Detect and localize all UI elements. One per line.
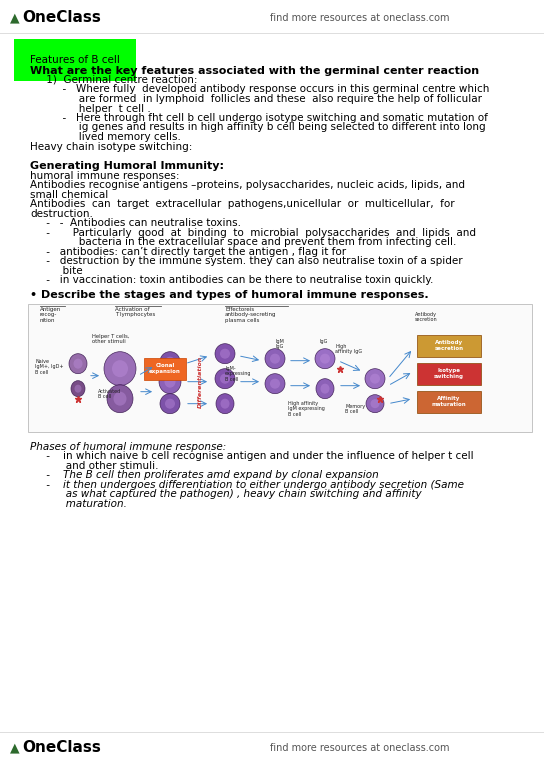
FancyBboxPatch shape (144, 358, 186, 380)
Text: • Describe the stages and types of humoral immune responses.: • Describe the stages and types of humor… (30, 290, 429, 300)
Text: and other stimuli.: and other stimuli. (30, 460, 158, 470)
Text: Generating Humoral Immunity:: Generating Humoral Immunity: (30, 162, 224, 172)
Text: find more resources at oneclass.com: find more resources at oneclass.com (270, 13, 449, 23)
Text: ig genes and results in high affinity b cell being selected to different into lo: ig genes and results in high affinity b … (30, 122, 486, 132)
Text: as what captured the pathogen) , heavy chain switching and affinity: as what captured the pathogen) , heavy c… (30, 489, 422, 499)
Text: find more resources at oneclass.com: find more resources at oneclass.com (270, 743, 449, 753)
Ellipse shape (165, 357, 175, 367)
Text: -   -  Antibodies can neutralise toxins.: - - Antibodies can neutralise toxins. (30, 219, 241, 229)
Text: ▲: ▲ (10, 12, 20, 25)
Ellipse shape (370, 373, 380, 383)
Ellipse shape (215, 369, 235, 389)
Text: -       Particularly  good  at  binding  to  microbial  polysaccharides  and  li: - Particularly good at binding to microb… (30, 228, 476, 238)
Text: -    it then undergoes differentiation to either undergo antibody secretion (Sam: - it then undergoes differentiation to e… (30, 480, 464, 490)
Text: OneClass: OneClass (22, 11, 101, 25)
Text: Antibody
secretion: Antibody secretion (435, 340, 463, 351)
Ellipse shape (366, 395, 384, 413)
Text: small chemical: small chemical (30, 190, 108, 200)
Text: Antibody
secretion: Antibody secretion (415, 312, 437, 323)
Text: lived memory cells.: lived memory cells. (30, 132, 181, 142)
Ellipse shape (107, 385, 133, 413)
Ellipse shape (159, 370, 181, 393)
Text: -   destruction by the immune system. they can also neutralise toxin of a spider: - destruction by the immune system. they… (30, 256, 462, 266)
Text: are formed  in lymphoid  follicles and these  also require the help of follicula: are formed in lymphoid follicles and the… (30, 94, 482, 104)
Text: Antibodies recognise antigens –proteins, polysaccharides, nucleic acids, lipids,: Antibodies recognise antigens –proteins,… (30, 180, 465, 190)
Ellipse shape (220, 373, 230, 383)
Text: maturation.: maturation. (30, 499, 127, 509)
Ellipse shape (320, 353, 330, 363)
Ellipse shape (365, 369, 385, 389)
Ellipse shape (69, 353, 87, 373)
Text: ▲: ▲ (10, 742, 20, 755)
Ellipse shape (270, 353, 280, 363)
Text: IgM-
expressing
B cell: IgM- expressing B cell (225, 366, 251, 382)
Ellipse shape (265, 349, 285, 369)
Text: Differentiation: Differentiation (197, 356, 202, 408)
Text: Phases of humoral immune response:: Phases of humoral immune response: (30, 442, 226, 452)
Ellipse shape (164, 376, 176, 387)
Ellipse shape (165, 399, 175, 409)
Text: OneClass: OneClass (22, 741, 101, 755)
Text: Affinity
maturation: Affinity maturation (432, 397, 466, 407)
Text: Antibodies  can  target  extracellular  pathogens,unicellular  or  multicellular: Antibodies can target extracellular path… (30, 199, 455, 209)
FancyBboxPatch shape (417, 390, 481, 413)
Ellipse shape (270, 379, 280, 389)
Text: Features of B cell: Features of B cell (30, 55, 120, 65)
Text: -    The B cell then proliferates amd expand by clonal expansion: - The B cell then proliferates amd expan… (30, 470, 379, 480)
FancyBboxPatch shape (417, 335, 481, 357)
Ellipse shape (265, 373, 285, 393)
Ellipse shape (160, 352, 180, 372)
Ellipse shape (114, 392, 127, 406)
Text: Heavy chain isotype switching:: Heavy chain isotype switching: (30, 142, 193, 152)
Text: bacteria in the extracellular space and prevent them from infecting cell.: bacteria in the extracellular space and … (30, 237, 456, 247)
Ellipse shape (71, 380, 85, 397)
Ellipse shape (73, 359, 83, 369)
Text: -   Here through fht cell b cell undergo isotype switching and somatic mutation : - Here through fht cell b cell undergo i… (30, 113, 488, 123)
Ellipse shape (220, 349, 230, 359)
Text: Antigen
recog-
nition: Antigen recog- nition (40, 306, 61, 323)
Ellipse shape (215, 343, 235, 363)
Text: humoral immune responses:: humoral immune responses: (30, 171, 180, 181)
Text: Isotype
switching: Isotype switching (434, 368, 464, 379)
Text: -   in vaccination: toxin antibodies can be there to neutralise toxin quickly.: - in vaccination: toxin antibodies can b… (30, 276, 434, 286)
Text: Effectoreis
antibody-secreting
plasma cells: Effectoreis antibody-secreting plasma ce… (225, 306, 276, 323)
Ellipse shape (320, 383, 330, 393)
FancyBboxPatch shape (28, 303, 532, 432)
Text: Activated
B cell: Activated B cell (98, 389, 121, 400)
Text: destruction.: destruction. (30, 209, 93, 219)
Ellipse shape (316, 379, 334, 399)
FancyBboxPatch shape (417, 363, 481, 385)
Text: High
affinity IgG: High affinity IgG (335, 343, 362, 354)
Text: -   Where fully  developed antibody response occurs in this germinal centre whic: - Where fully developed antibody respons… (30, 85, 490, 95)
Ellipse shape (75, 385, 82, 393)
Ellipse shape (160, 393, 180, 413)
Text: 1)  Germinal centre reaction:: 1) Germinal centre reaction: (30, 75, 197, 85)
Ellipse shape (104, 352, 136, 386)
Ellipse shape (216, 393, 234, 413)
Text: -    in which naive b cell recognise antigen and under the influence of helper t: - in which naive b cell recognise antige… (30, 451, 474, 461)
Text: bite: bite (30, 266, 83, 276)
Text: IgM
IgG: IgM IgG (275, 339, 284, 350)
Text: -   antibodies: can’t directly target the antigen , flag it for: - antibodies: can’t directly target the … (30, 247, 346, 257)
Text: helper  t cell .: helper t cell . (30, 103, 151, 113)
Text: Clonal
expansion: Clonal expansion (149, 363, 181, 374)
Text: What are the key features associated with the germinal center reaction: What are the key features associated wit… (30, 65, 479, 75)
Text: Memory
B cell: Memory B cell (345, 403, 365, 414)
Ellipse shape (112, 360, 128, 377)
Text: High affinity
IgM expressing
B cell: High affinity IgM expressing B cell (288, 400, 325, 417)
Ellipse shape (315, 349, 335, 369)
Ellipse shape (220, 399, 230, 409)
Text: Helper T cells,
other stimuli: Helper T cells, other stimuli (92, 333, 129, 344)
Text: IgG: IgG (320, 339, 329, 343)
Text: Activation of
T lymphocytes: Activation of T lymphocytes (115, 306, 155, 317)
Text: Naive
IgM+, IgD+
B cell: Naive IgM+, IgD+ B cell (35, 359, 64, 375)
Ellipse shape (370, 399, 380, 408)
